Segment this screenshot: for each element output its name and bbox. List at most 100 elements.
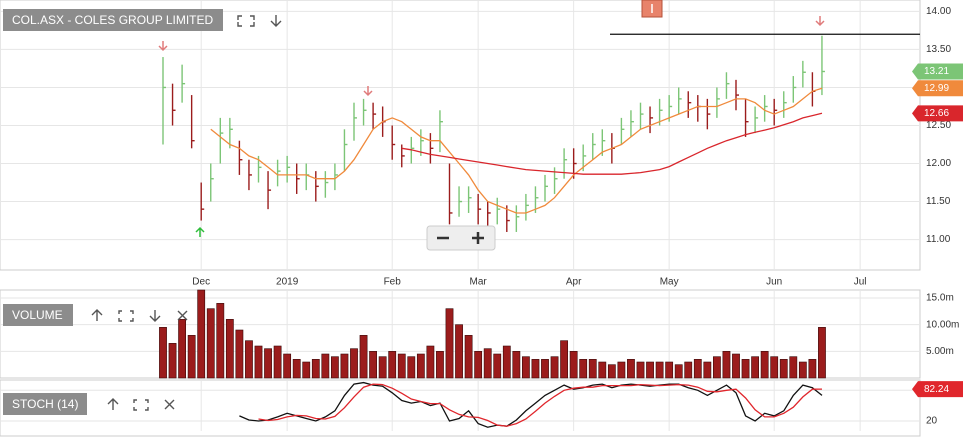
stoch-line bbox=[239, 381, 823, 428]
price-tag-label: 12.99 bbox=[924, 83, 949, 94]
volume-bar bbox=[273, 345, 282, 379]
x-tick-label: Dec bbox=[192, 277, 210, 288]
volume-bar bbox=[493, 353, 502, 379]
down-icon[interactable] bbox=[270, 15, 282, 27]
volume-bar bbox=[397, 353, 406, 379]
volume-bar bbox=[703, 361, 712, 379]
volume-bar bbox=[741, 359, 750, 379]
volume-bar bbox=[483, 348, 492, 379]
volume-bar bbox=[760, 351, 769, 379]
volume-bar bbox=[378, 356, 387, 379]
toolbar-icons bbox=[91, 15, 282, 411]
volume-bar bbox=[168, 343, 177, 379]
volume-bar bbox=[455, 324, 463, 379]
close-icon[interactable] bbox=[177, 310, 188, 321]
volume-bar bbox=[416, 353, 425, 379]
volume-bar bbox=[607, 364, 616, 379]
volume-bar bbox=[789, 356, 798, 379]
volume-bar bbox=[550, 356, 559, 379]
volume-bar bbox=[245, 340, 253, 379]
x-tick-label: Jun bbox=[766, 277, 782, 288]
price-tag-label: 82.24 bbox=[924, 384, 949, 395]
volume-bar bbox=[751, 356, 759, 379]
volume-bar bbox=[798, 361, 807, 379]
down-icon[interactable] bbox=[149, 310, 161, 322]
volume-bar bbox=[206, 308, 215, 379]
volume-bar bbox=[521, 356, 530, 379]
volume-bar bbox=[579, 359, 588, 379]
volume-bar bbox=[732, 353, 740, 379]
sell-arrow bbox=[363, 86, 373, 97]
volume-box bbox=[3, 304, 73, 326]
x-tick-label: Apr bbox=[566, 277, 582, 288]
volume-bar bbox=[512, 351, 521, 379]
volume-bar bbox=[311, 359, 320, 379]
volume-bar bbox=[187, 335, 196, 379]
y-tick-label: 10.00m bbox=[926, 319, 959, 330]
up-icon[interactable] bbox=[91, 309, 103, 321]
price-tag bbox=[912, 381, 963, 398]
volume-bar bbox=[569, 351, 578, 379]
volume-bar bbox=[350, 348, 358, 379]
volume-bar bbox=[159, 327, 167, 379]
zoom-in[interactable] bbox=[472, 232, 484, 244]
volume-bar bbox=[646, 361, 654, 379]
stoch-title: STOCH (14) bbox=[12, 397, 78, 411]
expand-icon[interactable] bbox=[118, 310, 134, 322]
volume-bar bbox=[197, 289, 206, 379]
price-tag-label: 13.21 bbox=[924, 66, 949, 77]
title-box bbox=[3, 9, 223, 31]
volume-bar bbox=[674, 364, 683, 379]
x-tick-label: 2019 bbox=[276, 277, 299, 288]
volume-bar bbox=[283, 353, 292, 379]
volume-bar bbox=[665, 361, 674, 379]
volume-bar bbox=[264, 348, 272, 379]
volume-bar bbox=[502, 345, 511, 379]
price-tag bbox=[912, 80, 963, 97]
y-tick-label: 20 bbox=[926, 416, 938, 427]
y-tick-label: 14.00 bbox=[926, 6, 951, 17]
volume-bar bbox=[340, 353, 349, 379]
volume-bar bbox=[541, 359, 549, 379]
volume-bar bbox=[684, 361, 693, 379]
volume-bar bbox=[321, 353, 330, 379]
volume-bar bbox=[617, 361, 626, 379]
up-icon[interactable] bbox=[107, 398, 119, 410]
volume-bar bbox=[178, 319, 186, 379]
volume-bar bbox=[388, 351, 397, 379]
volume-bar bbox=[254, 345, 263, 379]
volume-bar bbox=[474, 351, 483, 379]
y-tick-label: 12.50 bbox=[926, 120, 951, 131]
close-icon[interactable] bbox=[164, 399, 175, 410]
volume-bar bbox=[369, 351, 377, 379]
volume-bar bbox=[598, 361, 607, 379]
expand-icon[interactable] bbox=[237, 15, 255, 27]
moving-average bbox=[210, 87, 823, 214]
volume-bar bbox=[216, 303, 225, 379]
volume-bar bbox=[531, 359, 540, 379]
expand-icon[interactable] bbox=[133, 399, 149, 411]
stoch-line bbox=[258, 383, 823, 427]
volume-bar bbox=[464, 335, 473, 379]
chart-title: COL.ASX - COLES GROUP LIMITED bbox=[12, 13, 213, 27]
volume-bar bbox=[302, 361, 311, 379]
price-tag-label: 12.66 bbox=[924, 108, 949, 119]
y-tick-label: 11.00 bbox=[926, 234, 951, 245]
buy-arrow bbox=[195, 226, 205, 237]
zoom-control bbox=[426, 225, 496, 251]
y-tick-label: 12.00 bbox=[926, 158, 951, 169]
volume-bar bbox=[235, 329, 244, 379]
sell-arrow bbox=[158, 41, 168, 52]
x-tick-label: Feb bbox=[384, 277, 402, 288]
volume-bar bbox=[722, 351, 731, 379]
stoch-box bbox=[3, 393, 87, 415]
volume-bar bbox=[818, 327, 826, 379]
price-panel bbox=[0, 0, 921, 271]
stoch-panel bbox=[0, 379, 921, 437]
volume-bar bbox=[445, 308, 454, 379]
volume-bar bbox=[712, 356, 721, 379]
price-tag bbox=[912, 105, 963, 122]
volume-bar bbox=[330, 356, 339, 379]
volume-bar bbox=[407, 356, 416, 379]
